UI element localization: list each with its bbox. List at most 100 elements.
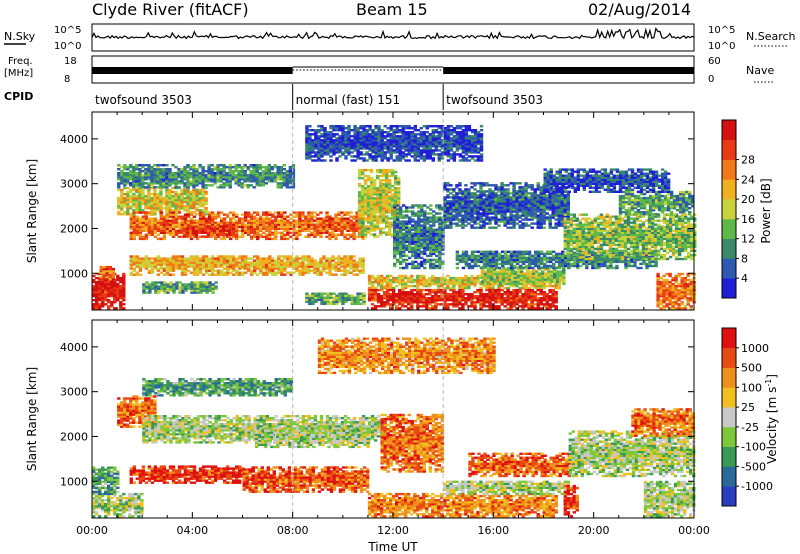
echo-cell: [255, 174, 259, 177]
echo-cell: [201, 168, 205, 171]
echo-cell: [464, 131, 469, 134]
echo-cell: [99, 267, 103, 271]
echo-cell: [138, 202, 142, 206]
echo-cell: [331, 223, 335, 226]
echo-cell: [410, 135, 414, 138]
echo-cell: [241, 273, 245, 276]
echo-cell: [357, 215, 362, 218]
echo-cell: [305, 145, 309, 148]
echo-cell: [382, 168, 386, 172]
echo-cell: [265, 227, 269, 230]
echo-cell: [440, 135, 445, 138]
echo-cell: [280, 237, 284, 241]
echo-cell: [391, 203, 395, 206]
echo-cell: [204, 180, 208, 183]
echo-cell: [332, 151, 336, 154]
echo-cell: [196, 291, 200, 294]
echo-cell: [426, 254, 430, 258]
echo-cell: [404, 143, 408, 146]
echo-cell: [461, 147, 466, 150]
echo-cell: [388, 179, 392, 182]
echo-cell: [249, 174, 253, 177]
echo-cell: [286, 265, 290, 268]
echo-cell: [238, 235, 242, 238]
echo-cell: [476, 139, 481, 142]
echo-cell: [473, 200, 477, 203]
echo-cell: [225, 166, 229, 169]
echo-cell: [420, 210, 424, 213]
echo-cell: [189, 200, 193, 204]
echo-cell: [104, 291, 108, 294]
echo-cell: [417, 228, 421, 231]
echo-cell: [317, 298, 321, 301]
echo-cell: [452, 208, 456, 211]
echo-cell: [240, 172, 244, 175]
echo-cell: [104, 299, 108, 302]
echo-cell: [417, 254, 421, 258]
echo-cell: [407, 153, 411, 156]
echo-cell: [458, 224, 462, 227]
echo-cell: [467, 198, 471, 201]
echo-cell: [308, 151, 312, 154]
echo-cell: [349, 223, 353, 226]
echo-cell: [432, 214, 436, 217]
echo-cell: [455, 214, 459, 217]
echo-cell: [393, 242, 397, 245]
echo-cell: [356, 153, 360, 156]
echo-cell: [385, 215, 389, 218]
echo-cell: [145, 291, 149, 294]
echo-cell: [250, 215, 254, 218]
echo-cell: [192, 207, 196, 210]
echo-cell: [432, 228, 436, 231]
echo-cell: [479, 157, 484, 160]
echo-cell: [435, 258, 439, 262]
echo-cell: [198, 263, 203, 266]
echo-cell: [349, 255, 353, 258]
echo-cell: [222, 271, 227, 274]
echo-cell: [156, 267, 161, 270]
echo-cell: [256, 237, 260, 241]
echo-cell: [380, 155, 384, 158]
echo-cell: [461, 190, 465, 193]
echo-cell: [129, 178, 133, 181]
echo-cell: [286, 221, 290, 224]
echo-cell: [219, 176, 223, 179]
echo-cell: [186, 178, 190, 181]
echo-cell: [388, 174, 392, 178]
echo-cell: [250, 261, 254, 264]
echo-cell: [350, 145, 354, 148]
echo-cell: [135, 188, 139, 192]
echo-cell: [319, 229, 323, 232]
echo-cell: [225, 269, 230, 272]
echo-cell: [148, 289, 152, 292]
echo-cell: [156, 170, 160, 173]
echo-cell: [488, 220, 492, 223]
echo-cell: [320, 292, 324, 295]
echo-cell: [219, 255, 224, 258]
echo-cell: [380, 153, 384, 156]
echo-cell: [423, 216, 427, 219]
echo-cell: [396, 240, 400, 243]
echo-cell: [204, 184, 208, 187]
echo-cell: [255, 164, 259, 167]
echo-cell: [177, 215, 182, 218]
echo-cell: [372, 197, 377, 200]
echo-cell: [165, 273, 170, 276]
echo-cell: [232, 269, 236, 272]
echo-cell: [344, 155, 348, 158]
echo-cell: [425, 131, 429, 134]
echo-cell: [419, 145, 423, 148]
echo-cell: [374, 155, 378, 158]
echo-cell: [482, 198, 486, 201]
echo-cell: [307, 259, 311, 262]
echo-cell: [319, 223, 323, 226]
echo-cell: [347, 129, 351, 132]
echo-cell: [232, 259, 236, 262]
echo-cell: [129, 271, 133, 274]
echo-cell: [190, 289, 194, 292]
echo-cell: [443, 188, 447, 191]
echo-cell: [470, 182, 474, 185]
echo-cell: [497, 220, 501, 223]
echo-cell: [458, 137, 463, 140]
echo-cell: [398, 137, 402, 140]
